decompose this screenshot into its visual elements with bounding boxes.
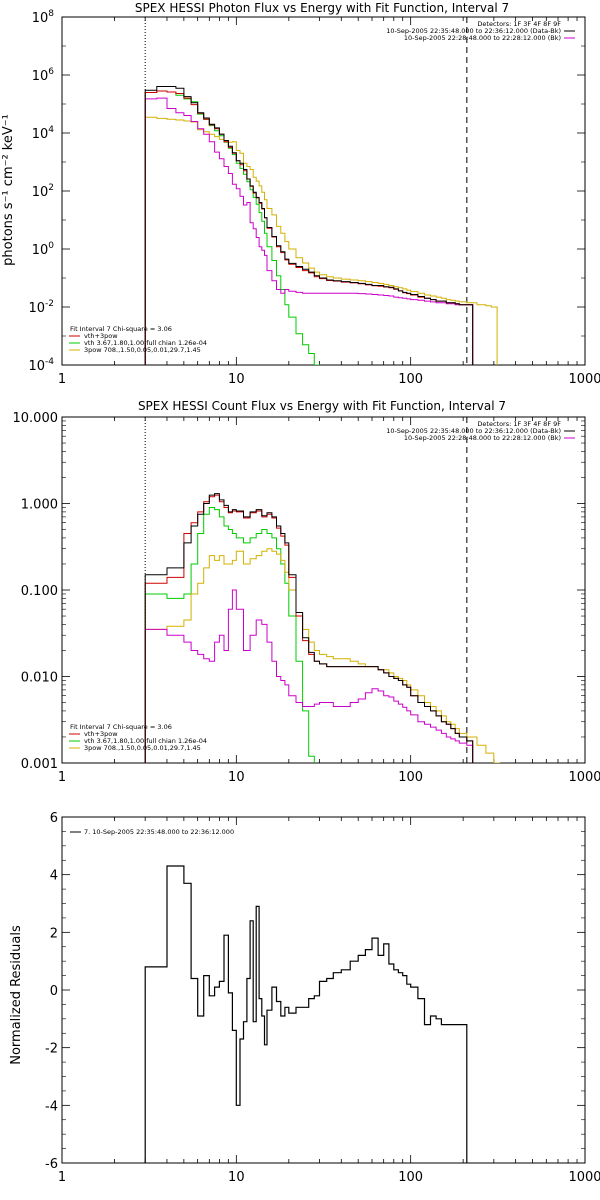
legend-bottom-left-text: vth+3pow [84,730,118,738]
series-line-vth [144,507,315,763]
series-line-vthplus3pow [144,90,474,365]
series-line-bk [144,97,474,365]
x-tick-label: 1000 [568,770,600,785]
legend-top-right-text: 10-Sep-2005 22:35:48.000 to 22:36:12.000… [386,427,561,435]
count-flux-panel: SPEX HESSI Count Flux vs Energy with Fit… [13,399,600,785]
x-tick-label: 1000 [568,1170,600,1185]
y-tick-label: 0.001 [21,757,58,772]
y-tick-label: 4 [50,869,58,884]
y-tick-label: 0 [50,984,58,999]
y-tick-label: 0.010 [21,671,58,686]
plot-frame [61,416,586,764]
x-tick-label: 1 [58,770,66,785]
y-tick-label: 2 [50,926,58,941]
legend-bottom-left-text: vth+3pow [84,332,118,340]
series-line-vth [144,90,320,365]
series-group [144,86,498,365]
x-tick-label: 1000 [568,372,600,387]
plot-frame [61,16,586,366]
y-tick-label: 106 [32,67,55,84]
x-tick-label: 10 [228,1170,245,1185]
x-tick-label: 100 [398,372,423,387]
y-tick-label: 10-4 [28,357,54,374]
legend-bottom-left-text: vth 3.67,1.80,1.00 full chian 1.26e-04 [84,737,207,745]
residuals-ylabel: Normalized Residuals [9,925,24,1065]
plot-frame [61,816,586,1164]
legend-top-right-text: 10-Sep-2005 22:28:48.000 to 22:28:12.000… [404,434,561,442]
y-tick-label: -6 [45,1157,58,1172]
series-line-data-bk [144,493,474,763]
y-tick-label: 104 [32,125,55,142]
legend-top-right-text: Detectors: 1F 3F 4F 8F 9F [477,420,561,428]
y-tick-label: 1.000 [21,498,58,513]
photon-flux-title: SPEX HESSI Photon Flux vs Energy with Fi… [135,1,509,15]
x-tick-label: 1 [58,1170,66,1185]
residuals-legend-text: 7. 10-Sep-2005 22:35:48.000 to 22:36:12.… [84,828,234,836]
series-group [144,493,501,763]
legend-bottom-left-text: Fit Interval 7 Chi-square = 3.06 [70,723,172,731]
legend-top-right-text: Detectors: 1F 3F 4F 8F 9F [477,20,561,28]
photon-flux-panel: SPEX HESSI Photon Flux vs Energy with Fi… [1,1,600,387]
x-tick-label: 100 [398,1170,423,1185]
y-tick-label: 10-2 [28,299,54,316]
x-tick-label: 10 [228,372,245,387]
y-tick-label: 108 [32,9,55,26]
y-tick-label: -2 [45,1042,58,1057]
y-tick-label: 100 [32,241,55,258]
legend-bottom-left-text: vth 3.67,1.80,1.00 full chian 1.26e-04 [84,339,207,347]
series-line-bk [144,589,474,763]
series-line-3pow [144,548,501,763]
series-line-data-bk [144,86,474,365]
residuals-panel: Normalized Residuals 1 10 100 1000 -6 -4 -2 0 2 4… [9,811,600,1185]
x-tick-label: 10 [228,770,245,785]
x-tick-label: 1 [58,372,66,387]
x-tick-label: 100 [398,770,423,785]
y-tick-label: -4 [45,1099,58,1114]
y-tick-label: 102 [32,183,54,200]
y-tick-label: 0.100 [21,584,58,599]
series-line-3pow [144,116,498,365]
legend-bottom-left-text: 3pow 708.,1.50,0.05,0.01,29.7,1.45 [84,346,201,354]
legend-top-right-text: 10-Sep-2005 22:35:48.000 to 22:36:12.000… [386,27,561,35]
photon-flux-ylabel: photons s⁻¹ cm⁻² keV⁻¹ [1,114,16,266]
legend-bottom-left-text: Fit Interval 7 Chi-square = 3.06 [70,325,172,333]
count-flux-title: SPEX HESSI Count Flux vs Energy with Fit… [138,399,506,413]
legend-top-right-text: 10-Sep-2005 22:28:48.000 to 22:28:12.000… [404,34,561,42]
legend-bottom-left-text: 3pow 708.,1.50,0.05,0.01,29.7,1.45 [84,744,201,752]
y-tick-label: 6 [50,811,58,826]
y-tick-label: 10.000 [13,411,59,426]
residuals-line [144,865,468,1163]
